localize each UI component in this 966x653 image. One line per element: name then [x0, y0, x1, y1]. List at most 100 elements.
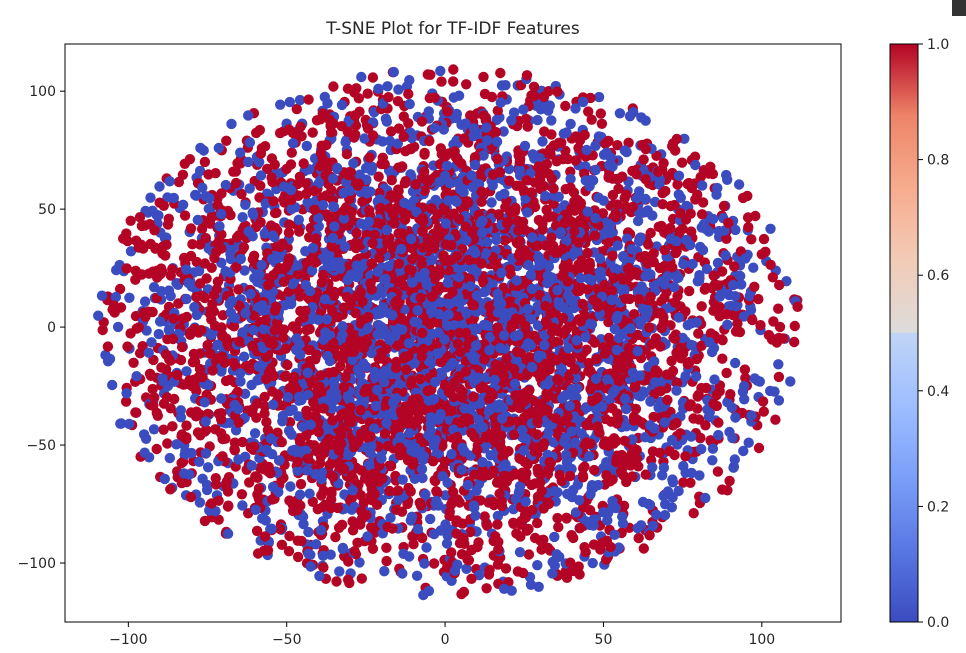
- scatter-point: [689, 151, 701, 162]
- scatter-point: [511, 237, 522, 248]
- scatter-point: [381, 542, 392, 553]
- scatter-point: [686, 226, 697, 237]
- scatter-point: [665, 369, 676, 380]
- scatter-point: [594, 266, 605, 277]
- scatter-point: [500, 563, 512, 574]
- scatter-point: [533, 214, 545, 226]
- scatter-point: [382, 440, 394, 452]
- scatter-point: [172, 369, 183, 381]
- scatter-point: [579, 461, 590, 472]
- scatter-point: [685, 399, 696, 410]
- scatter-point: [658, 158, 669, 169]
- scatter-point: [640, 115, 651, 126]
- scatter-point: [670, 145, 681, 156]
- scatter-point: [707, 455, 718, 466]
- scatter-point: [130, 274, 141, 285]
- scatter-point: [633, 532, 644, 544]
- scatter-point: [693, 328, 704, 339]
- scatter-point: [240, 199, 251, 210]
- scatter-point: [692, 391, 703, 402]
- scatter-point: [171, 277, 182, 289]
- scatter-point: [419, 147, 430, 159]
- scatter-point: [375, 202, 386, 214]
- scatter-point: [555, 226, 566, 238]
- scatter-point: [734, 326, 746, 338]
- scatter-point: [334, 566, 345, 577]
- scatter-point: [444, 414, 455, 425]
- scatter-point: [140, 433, 152, 444]
- scatter-point: [673, 485, 684, 497]
- scatter-point: [520, 473, 531, 484]
- scatter-point: [266, 253, 278, 265]
- scatter-point: [490, 531, 501, 542]
- scatter-point: [746, 234, 757, 245]
- scatter-point: [414, 373, 426, 385]
- scatter-point: [202, 462, 214, 473]
- scatter-point: [612, 199, 623, 210]
- scatter-point: [209, 320, 221, 331]
- scatter-point: [529, 90, 540, 102]
- scatter-point: [200, 416, 211, 427]
- scatter-point: [120, 396, 132, 407]
- scatter-point: [398, 131, 409, 142]
- scatter-point: [342, 574, 354, 585]
- scatter-point: [621, 146, 632, 158]
- scatter-point: [256, 259, 267, 271]
- scatter-point: [417, 226, 428, 237]
- scatter-point: [162, 438, 173, 449]
- scatter-point: [688, 508, 699, 519]
- scatter-point: [640, 469, 651, 480]
- scatter-point: [593, 131, 605, 142]
- scatter-point: [520, 113, 532, 125]
- scatter-point: [107, 379, 118, 391]
- scatter-point: [185, 223, 197, 234]
- scatter-point: [523, 549, 535, 560]
- scatter-point: [739, 364, 751, 375]
- scatter-point: [199, 156, 211, 168]
- scatter-point: [249, 428, 261, 439]
- scatter-point: [116, 418, 127, 429]
- scatter-point: [645, 396, 656, 407]
- scatter-point: [744, 290, 755, 302]
- scatter-point: [350, 307, 361, 319]
- scatter-point: [194, 497, 206, 508]
- scatter-point: [570, 155, 581, 166]
- scatter-point: [237, 436, 248, 448]
- scatter-point: [679, 133, 690, 144]
- scatter-point: [436, 76, 447, 87]
- scatter-point: [197, 182, 208, 193]
- scatter-point: [304, 323, 315, 335]
- scatter-point: [628, 415, 640, 426]
- scatter-point: [430, 194, 441, 206]
- scatter-point: [765, 385, 776, 397]
- scatter-point: [738, 381, 750, 392]
- scatter-point: [141, 325, 152, 336]
- scatter-point: [556, 363, 567, 375]
- scatter-point: [317, 550, 329, 561]
- scatter-point: [720, 250, 731, 261]
- scatter-point: [585, 438, 596, 449]
- scatter-point: [404, 75, 415, 86]
- scatter-point: [423, 402, 434, 413]
- scatter-point: [562, 209, 573, 220]
- scatter-point: [154, 181, 165, 192]
- scatter-point: [391, 504, 402, 515]
- scatter-point: [336, 519, 348, 530]
- scatter-point: [568, 532, 579, 544]
- scatter-point: [614, 108, 626, 119]
- chart-title: T-SNE Plot for TF-IDF Features: [325, 19, 580, 39]
- scatter-point: [130, 407, 141, 418]
- scatter-point: [203, 169, 214, 180]
- scatter-point: [305, 222, 316, 234]
- scatter-point: [286, 298, 297, 309]
- scatter-point: [587, 557, 598, 569]
- scatter-point: [284, 219, 295, 230]
- scatter-point: [294, 489, 306, 500]
- scatter-point: [449, 565, 461, 576]
- scatter-point: [597, 401, 608, 412]
- scatter-point: [420, 489, 431, 500]
- scatter-point: [279, 371, 290, 382]
- scatter-point: [122, 341, 133, 352]
- scatter-point: [114, 283, 126, 295]
- scatter-point: [255, 170, 267, 181]
